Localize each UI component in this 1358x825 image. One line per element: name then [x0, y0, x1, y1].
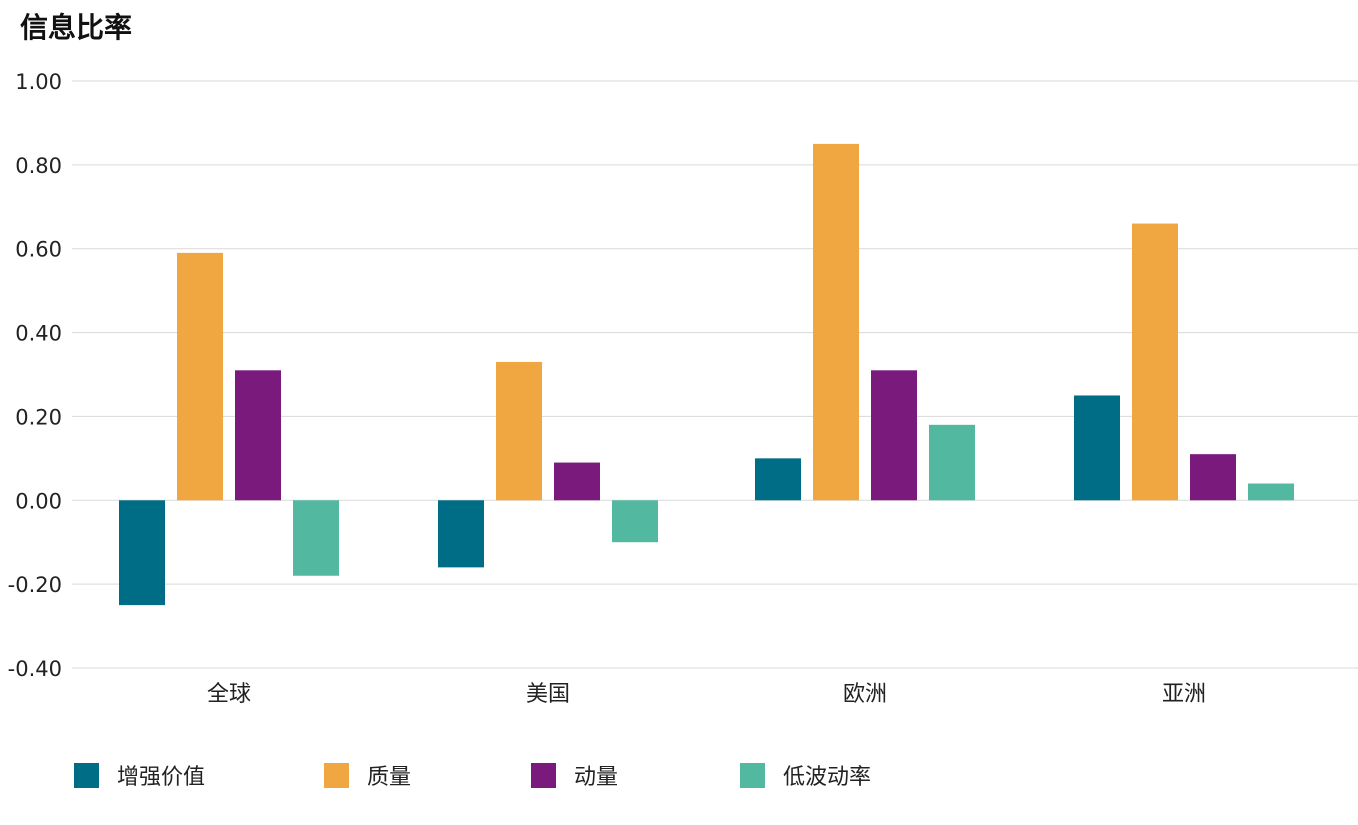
bar: [929, 424, 975, 501]
legend-label: 低波动率: [783, 765, 871, 790]
y-axis-ticks: 1.00 0.80 0.60 0.40 0.20 0.00 -0.20 -0.40: [8, 70, 62, 681]
chart-title: 信息比率: [20, 11, 132, 44]
bar: [755, 458, 801, 501]
legend-swatch: [740, 763, 765, 788]
bar: [813, 143, 859, 501]
y-tick-label: -0.40: [8, 657, 62, 681]
y-tick-label: 0.40: [15, 322, 62, 346]
bar: [1132, 223, 1178, 501]
y-tick-label: 0.20: [15, 405, 62, 429]
y-tick-label: 0.60: [15, 238, 62, 262]
bar: [293, 500, 339, 576]
y-tick-label: 0.00: [15, 489, 62, 513]
bar: [1074, 395, 1120, 501]
y-tick-label: 0.80: [15, 154, 62, 178]
legend-swatch: [531, 763, 556, 788]
bar: [496, 361, 542, 501]
bar: [235, 370, 281, 501]
bar: [438, 500, 484, 568]
bar: [177, 252, 223, 501]
legend-label: 质量: [367, 765, 411, 790]
category-labels: 全球 美国 欧洲 亚洲: [207, 682, 1206, 707]
x-tick-label: 亚洲: [1162, 682, 1206, 707]
bar: [119, 500, 165, 606]
y-tick-label: -0.20: [8, 573, 62, 597]
bars: [119, 143, 1294, 606]
bar: [554, 462, 600, 501]
x-tick-label: 欧洲: [843, 682, 887, 707]
x-tick-label: 美国: [526, 682, 570, 707]
x-tick-label: 全球: [207, 682, 251, 707]
y-tick-label: 1.00: [15, 70, 62, 94]
legend-label: 增强价值: [117, 765, 205, 790]
legend-swatch: [324, 763, 349, 788]
legend: 增强价值 质量 动量 低波动率: [74, 763, 871, 790]
bar: [612, 500, 658, 543]
bar: [1248, 483, 1294, 501]
bar: [1190, 454, 1236, 501]
bar: [871, 370, 917, 501]
legend-swatch: [74, 763, 99, 788]
legend-label: 动量: [574, 765, 618, 790]
grid: [72, 80, 1358, 669]
